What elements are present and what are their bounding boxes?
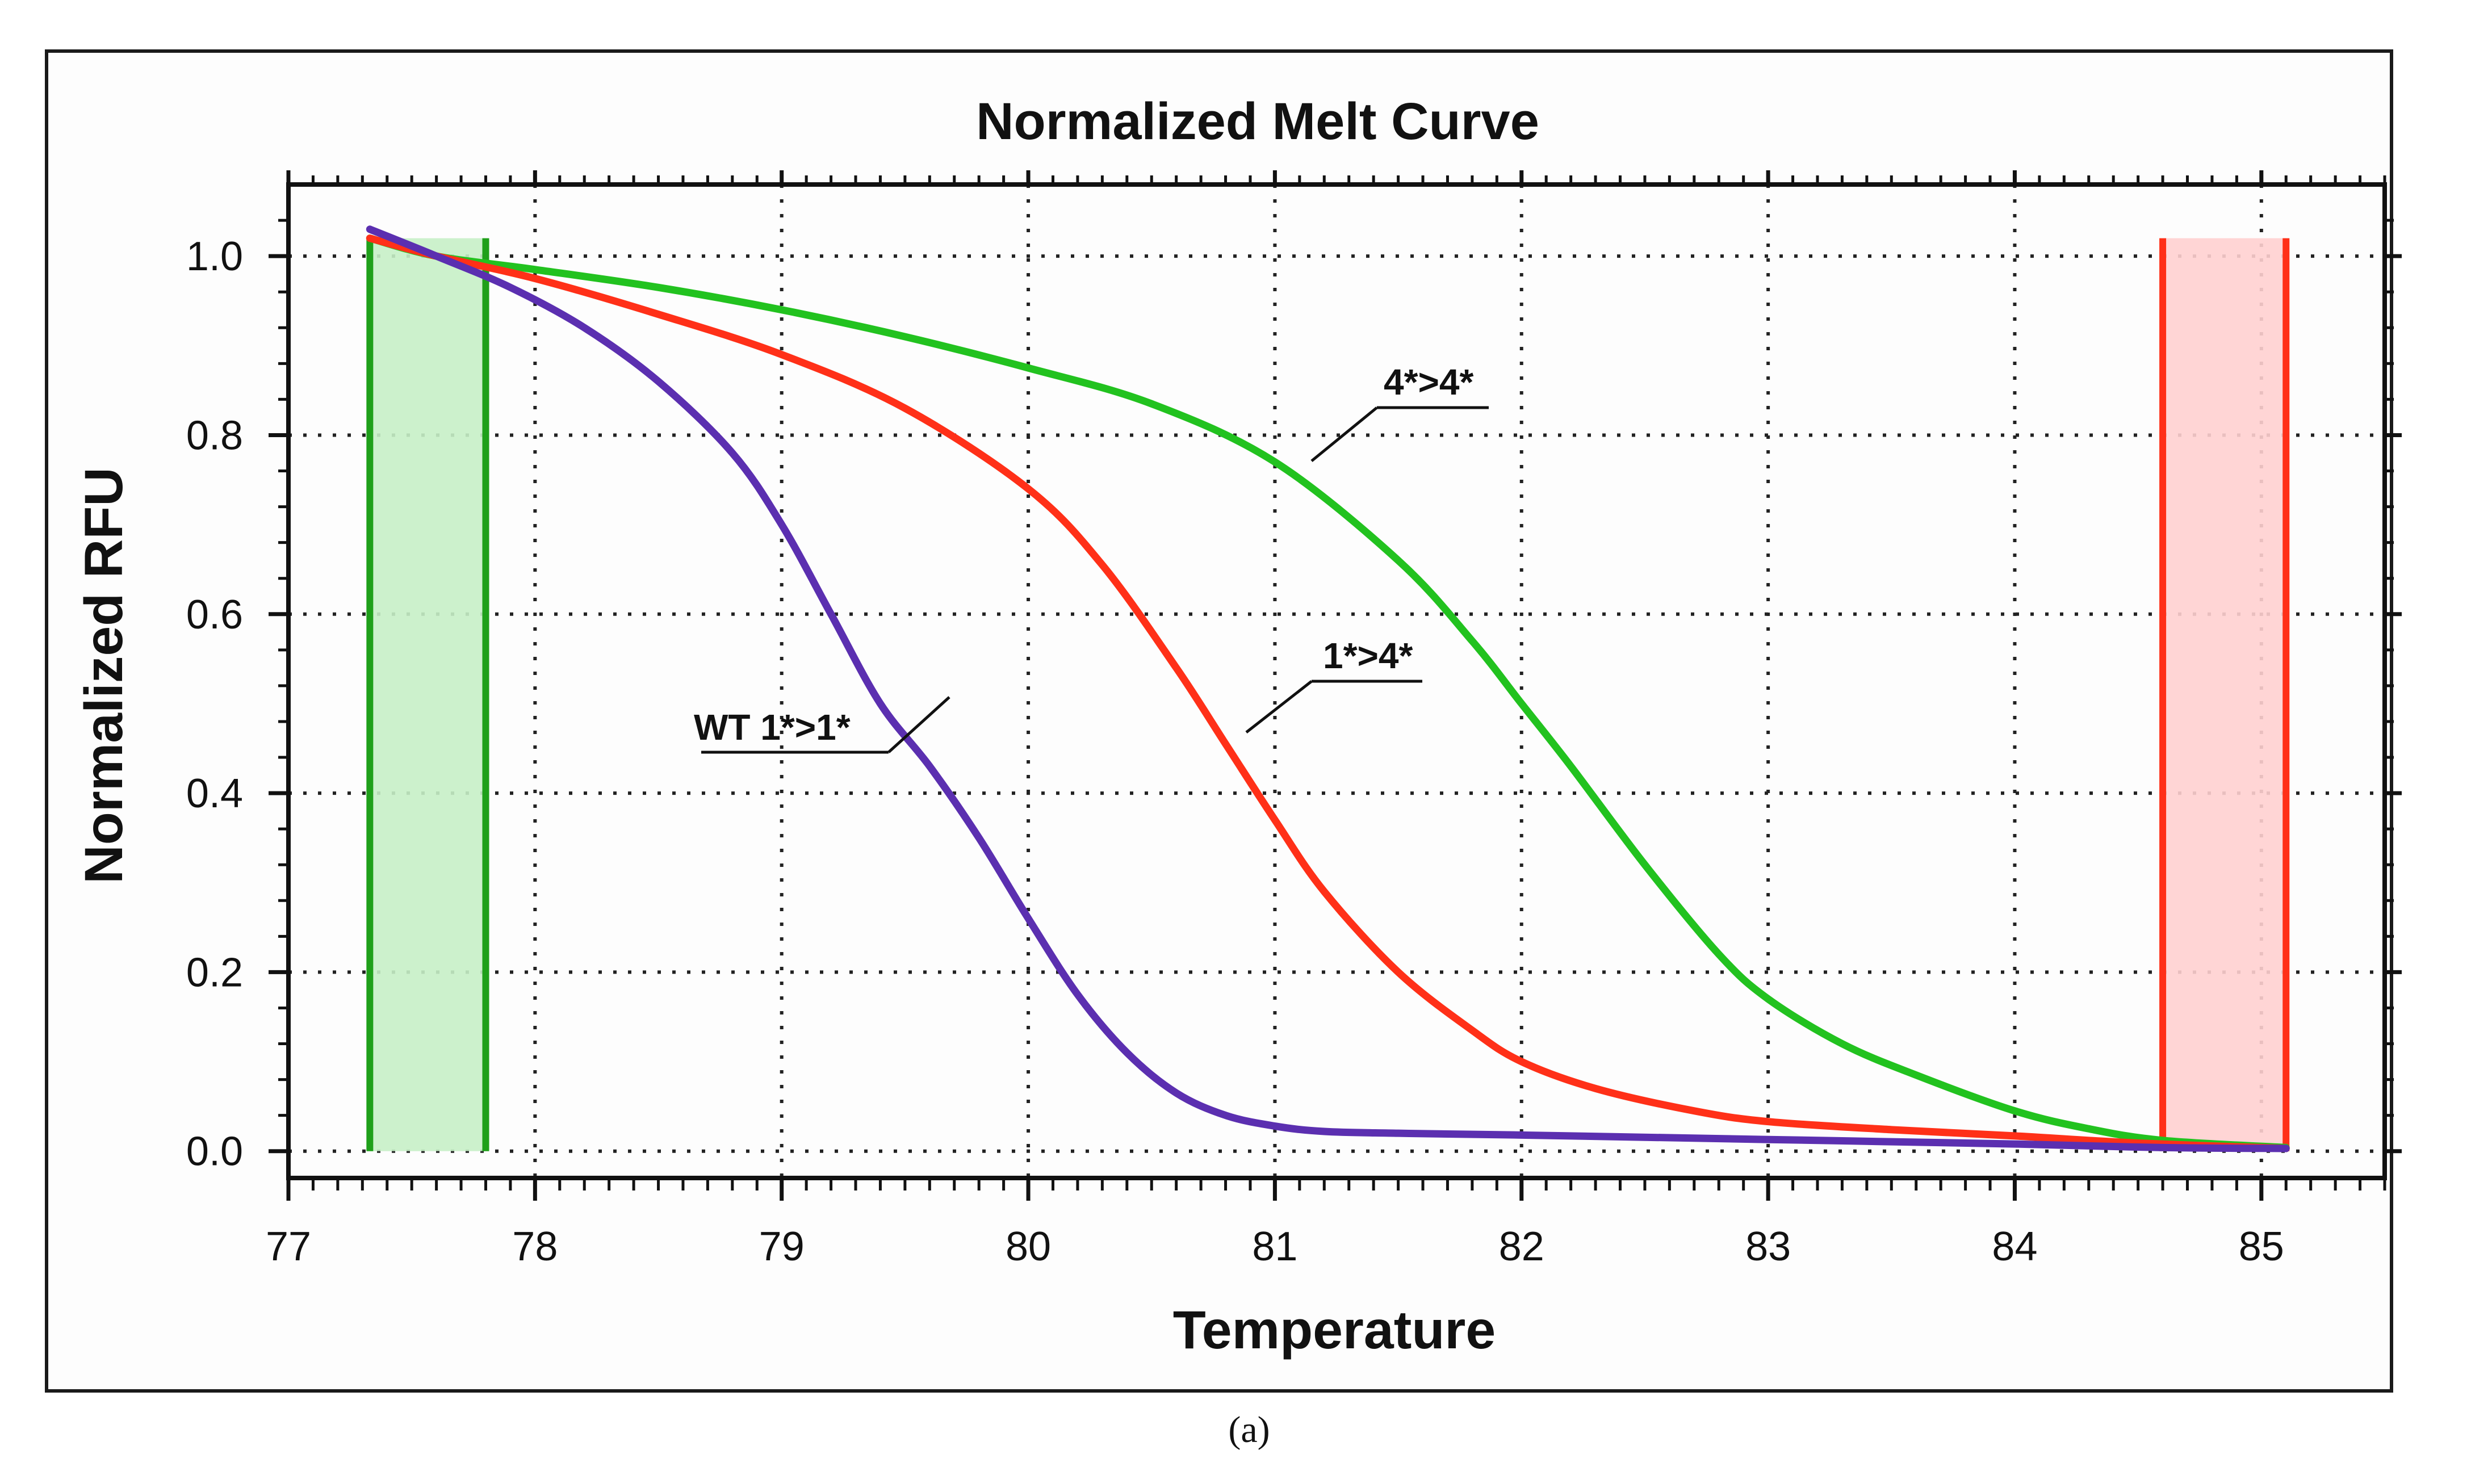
annotation-leader: [1310, 406, 1378, 462]
x-tick-label: 80: [1006, 1224, 1051, 1269]
annotation-label-4-4: 4*>4*: [1384, 362, 1473, 403]
y-tick-label: 0.6: [186, 592, 243, 638]
figure-caption: (a): [1228, 1409, 1270, 1451]
region-fill: [2163, 238, 2286, 1151]
series-line-1-4: [366, 234, 2290, 1152]
y-axis-title: Normalized RFU: [74, 467, 134, 884]
annotation-leader: [1245, 680, 1313, 733]
x-tick-label: 82: [1499, 1224, 1544, 1269]
chart-title: Normalized Melt Curve: [976, 93, 1539, 150]
annotation-label-wt-1-1: WT 1*>1*: [694, 707, 851, 748]
series-lines: [366, 225, 2290, 1152]
x-tick-label: 83: [1745, 1224, 1791, 1269]
series-annotations: 4*>4* 1*>4* WT 1*>1*: [694, 362, 1489, 754]
series-line-4-4: [366, 234, 2290, 1151]
y-tick-label: 0.2: [186, 950, 243, 995]
axis-ticks: 77 78 79 80 81 82 83 84 85 0.0 0.2 0.4 0.6 0.8 1.0: [186, 170, 2402, 1269]
x-tick-label: 85: [2239, 1224, 2284, 1269]
y-tick-label: 0.0: [186, 1129, 243, 1175]
region-fill: [370, 238, 486, 1151]
x-axis-title: Temperature: [1173, 1300, 1496, 1360]
annotation-label-1-4: 1*>4*: [1323, 635, 1413, 676]
x-tick-label: 78: [512, 1224, 558, 1269]
x-tick-label: 84: [1992, 1224, 2037, 1269]
series-line-wt-1-1: [366, 225, 2290, 1152]
x-tick-label: 77: [266, 1224, 311, 1269]
y-tick-label: 1.0: [186, 234, 243, 279]
plot-frame: [286, 182, 2387, 1180]
annotation-leader: [887, 696, 950, 753]
y-tick-label: 0.4: [186, 771, 243, 816]
x-tick-label: 79: [759, 1224, 805, 1269]
x-tick-label: 81: [1252, 1224, 1297, 1269]
y-tick-label: 0.8: [186, 413, 243, 458]
threshold-regions: [366, 238, 2290, 1151]
